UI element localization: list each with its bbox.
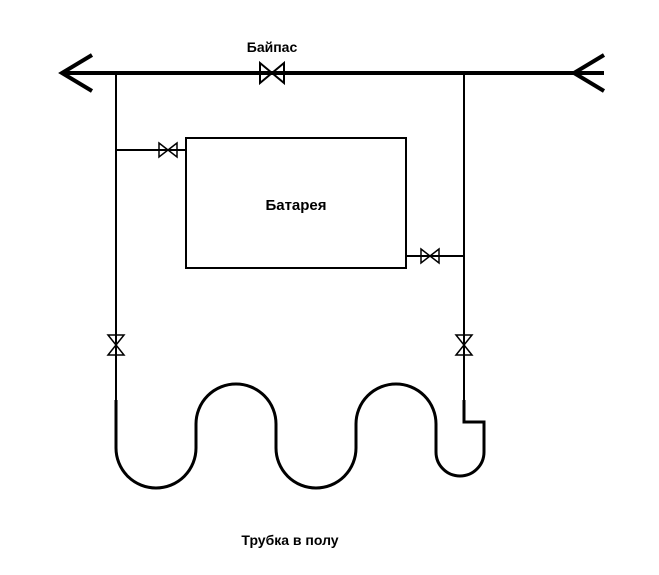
heating-diagram: Байпас Батарея Трубка в полу bbox=[0, 0, 659, 575]
radiator-label: Батарея bbox=[265, 197, 326, 214]
floor-loop-pipe bbox=[116, 384, 484, 488]
floor-pipe-label: Трубка в полу bbox=[241, 532, 338, 548]
bypass-label: Байпас bbox=[247, 39, 298, 55]
